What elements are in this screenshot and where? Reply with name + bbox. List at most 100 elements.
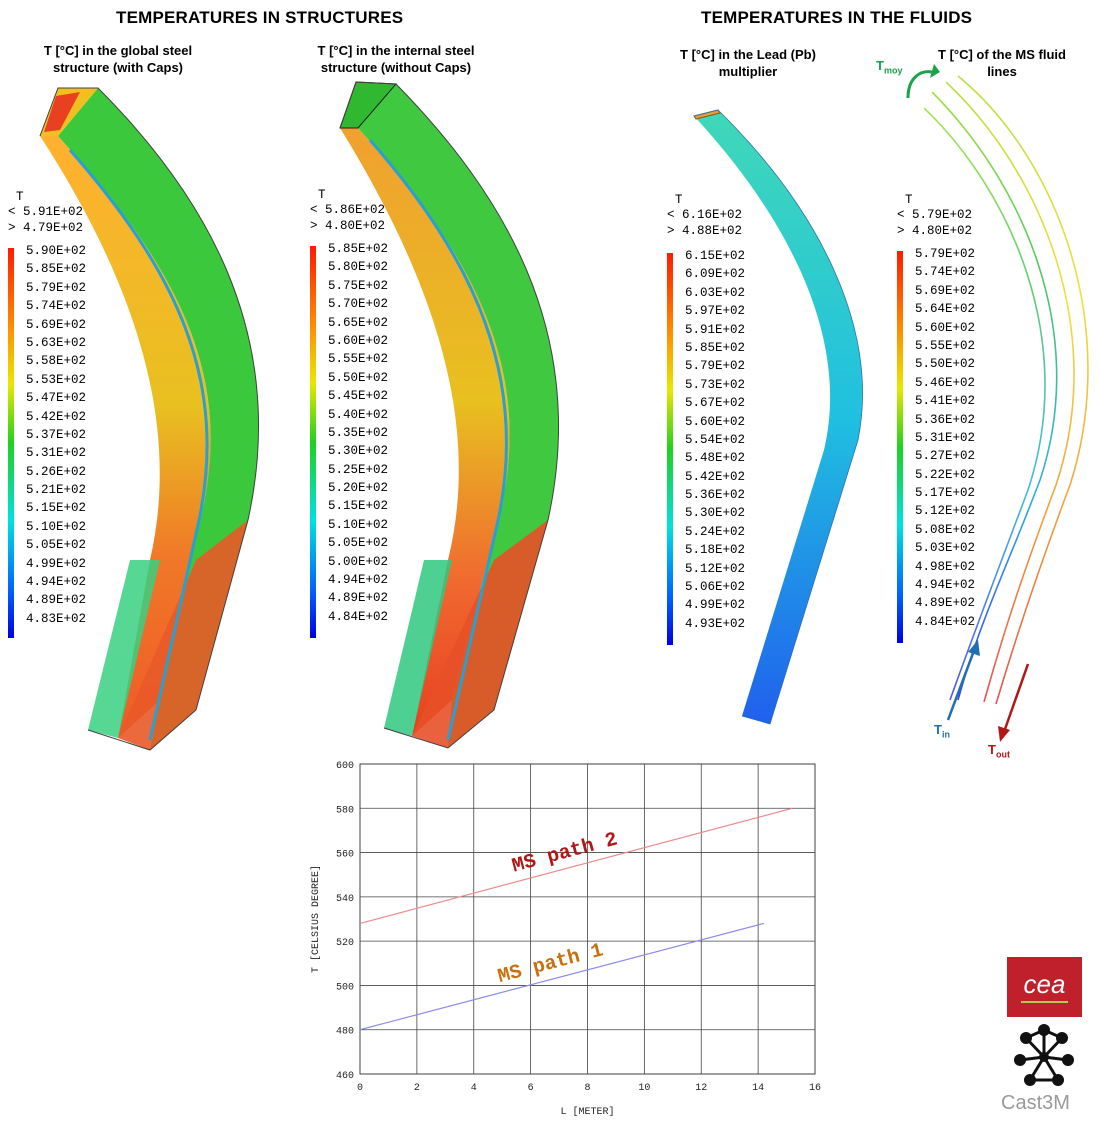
t-in-symbol: T [934,722,942,737]
legend-tick-label: 5.06E+02 [685,580,746,595]
legend-tick-label: 4.93E+02 [685,616,746,631]
lead-multiplier [693,109,863,725]
steel-seam [68,149,209,741]
legend-tick-label: 5.85E+02 [26,262,87,277]
legend-tick-label: 5.46E+02 [915,375,976,390]
legend-tick-label: 5.45E+02 [328,389,389,404]
legend-tick-label: 5.12E+02 [915,504,976,519]
t-moy-subscript: moy [883,65,903,76]
temperature-chart: 0 2 4 6 8 10 12 14 16 460 480 500 520 540 560 580 600 L [… [310,761,821,1118]
legend-tick-label: 5.64E+02 [915,302,976,317]
legend-tick-label: 5.27E+02 [915,449,976,464]
legend-tick-label: 4.94E+02 [328,573,389,588]
legend-ticks: 5.90E+02 5.85E+02 5.79E+02 5.74E+02 5.69E+02… [26,242,86,628]
steel-bottom-left [88,560,160,738]
global-steel-structure [39,87,260,751]
lead-outline [693,109,863,725]
t-moy-symbol: T [876,58,884,73]
y-tick-label: 480 [336,1027,354,1038]
cast3m-molecule-icon [1014,1024,1074,1086]
legend-tick-label: 5.58E+02 [26,354,87,369]
legend-tick-label: 5.36E+02 [685,488,746,503]
legend-tick-label: 5.79E+02 [26,280,87,295]
legend-tick-label: 5.15E+02 [328,499,389,514]
t-in-label: Tin [934,722,950,740]
legend-tick-label: 6.09E+02 [685,267,746,282]
panel-title-ms-fluid: T [°C] of the MS fluid lines [918,46,1086,80]
legend-tick-label: 5.40E+02 [328,407,389,422]
legend-tick-label: 5.80E+02 [328,260,389,275]
legend-tick-label: 5.47E+02 [26,391,87,406]
x-tick-label: 6 [528,1083,534,1094]
legend-tick-label: 4.99E+02 [26,556,87,571]
legend-tick-label: 4.89E+02 [328,591,389,606]
legend-tick-label: 5.24E+02 [685,524,746,539]
t-out-symbol: T [988,742,996,757]
legend-tick-label: 5.31E+02 [26,446,87,461]
panel-title-global-steel: T [°C] in the global steel structure (wi… [28,42,208,76]
legend-tick-label: 5.30E+02 [328,444,389,459]
cea-logo: cea [1007,957,1082,1017]
legend-tick-label: 4.94E+02 [26,575,87,590]
legend-tick-label: 4.89E+02 [915,596,976,611]
legend-tick-label: 5.97E+02 [685,304,746,319]
legend-tick-label: 5.12E+02 [685,561,746,576]
legend-tick-label: 5.22E+02 [915,467,976,482]
legend-tick-label: 6.15E+02 [685,249,746,263]
legend-tick-label: 5.67E+02 [685,396,746,411]
x-tick-label: 10 [638,1083,650,1094]
panel-title-line: structure (with Caps) [52,60,183,75]
panel-title-line: T [°C] of the MS fluid [938,47,1066,62]
legend-color-bar [667,253,673,645]
legend-variable: T [16,190,24,204]
cea-logo-underline [1021,1001,1068,1003]
t-in-arrowhead-icon [968,640,980,656]
legend-tick-label: 5.60E+02 [915,320,976,335]
t-out-arrowhead-icon [998,726,1010,742]
legend-tick-label: 5.15E+02 [26,501,87,516]
steel-outline [339,81,560,749]
panel-title-line: T [°C] in the global steel [43,43,193,58]
y-tick-label: 540 [336,894,354,905]
legend-tick-label: 5.60E+02 [685,414,746,429]
t-out-subscript: out [995,749,1010,760]
legend-variable: T [905,193,913,207]
heading-fluids: TEMPERATURES IN THE FLUIDS [701,8,973,27]
legend-tick-label: 5.74E+02 [915,265,976,280]
legend-tick-label: 5.42E+02 [26,409,87,424]
legend-tick-label: 5.26E+02 [26,464,87,479]
legend-tick-label: 5.18E+02 [685,543,746,558]
legend-tick-label: 5.05E+02 [328,536,389,551]
series-line [359,922,764,1031]
cast3m-logo-text: Cast3M [1001,1092,1070,1114]
series-line [359,807,793,925]
steel-outer-face-lower [412,520,548,748]
y-tick-label: 560 [336,850,354,861]
structure-renders [39,64,1089,751]
legend-tick-label: 5.69E+02 [26,317,87,332]
legend-tick-label: 4.89E+02 [26,593,87,608]
t-moy-arrowhead-icon [930,64,940,78]
legend-tick-label: 5.50E+02 [915,357,976,372]
legend-tick-label: 5.63E+02 [26,335,87,350]
t-moy-label: Tmoy [876,58,902,76]
internal-steel-structure [339,81,560,749]
x-tick-label: 2 [414,1083,420,1094]
legend-lead: T < 6.16E+02 > 4.88E+02 6.15E+02 6.09E+02… [667,193,777,645]
legend-tick-label: 4.84E+02 [915,614,976,629]
legend-min: > 4.80E+02 [310,218,386,233]
fluid-line-2 [923,107,1046,701]
legend-tick-label: 6.03E+02 [685,285,746,300]
legend-tick-label: 5.73E+02 [685,377,746,392]
legend-tick-label: 5.20E+02 [328,481,389,496]
legend-tick-label: 5.41E+02 [915,394,976,409]
panel-title-lead: T [°C] in the Lead (Pb) multiplier [663,46,833,80]
fluid-line-4 [957,75,1089,705]
legend-variable: T [675,193,683,207]
legend-tick-label: 4.84E+02 [328,609,389,624]
legend-tick-label: 5.10E+02 [328,517,389,532]
fluid-line-1 [931,91,1058,701]
t-in-arrow-icon [946,647,977,721]
legend-tick-label: 5.05E+02 [26,538,87,553]
x-tick-label: 8 [584,1083,590,1094]
